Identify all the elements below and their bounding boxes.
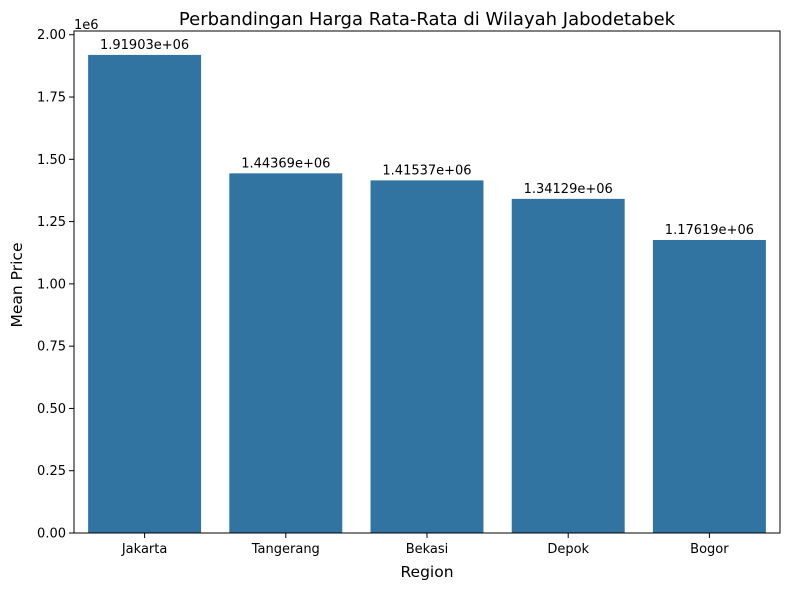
- bar-bekasi: [370, 180, 484, 534]
- y-tick-label: 2.00: [37, 28, 66, 43]
- y-tick-label: 0.50: [37, 402, 66, 417]
- x-tick-label-bogor: Bogor: [690, 542, 729, 557]
- x-tick-label-bekasi: Bekasi: [406, 542, 449, 557]
- y-tick-label: 1.50: [37, 153, 66, 168]
- data-label-jakarta: 1.91903e+06: [100, 38, 189, 53]
- y-tick-label: 1.25: [37, 215, 66, 230]
- data-label-depok: 1.34129e+06: [524, 182, 613, 197]
- data-label-bekasi: 1.41537e+06: [382, 163, 471, 178]
- x-tick-label-jakarta: Jakarta: [121, 542, 167, 557]
- x-axis-title: Region: [400, 563, 453, 581]
- y-axis-title: Mean Price: [8, 243, 26, 328]
- bar-jakarta: [88, 54, 202, 534]
- bar-tangerang: [229, 173, 343, 533]
- y-tick-label: 0.75: [37, 340, 66, 355]
- bar-bogor: [652, 239, 766, 533]
- y-tick-label: 0.00: [37, 527, 66, 542]
- y-tick-label: 1.00: [37, 277, 66, 292]
- y-tick-label: 1.75: [37, 91, 66, 106]
- x-tick-label-tangerang: Tangerang: [251, 542, 320, 557]
- plot-area: 1.91903e+06 1.44369e+06 1.41537e+06 1.34129…: [37, 28, 781, 557]
- y-axis-offset-label: 1e6: [74, 18, 99, 33]
- x-tick-label-depok: Depok: [547, 542, 589, 557]
- bar-depok: [511, 198, 625, 533]
- chart-title: Perbandingan Harga Rata-Rata di Wilayah …: [179, 9, 676, 30]
- data-label-tangerang: 1.44369e+06: [241, 156, 330, 171]
- data-label-bogor: 1.17619e+06: [665, 223, 754, 238]
- y-tick-label: 0.25: [37, 464, 66, 479]
